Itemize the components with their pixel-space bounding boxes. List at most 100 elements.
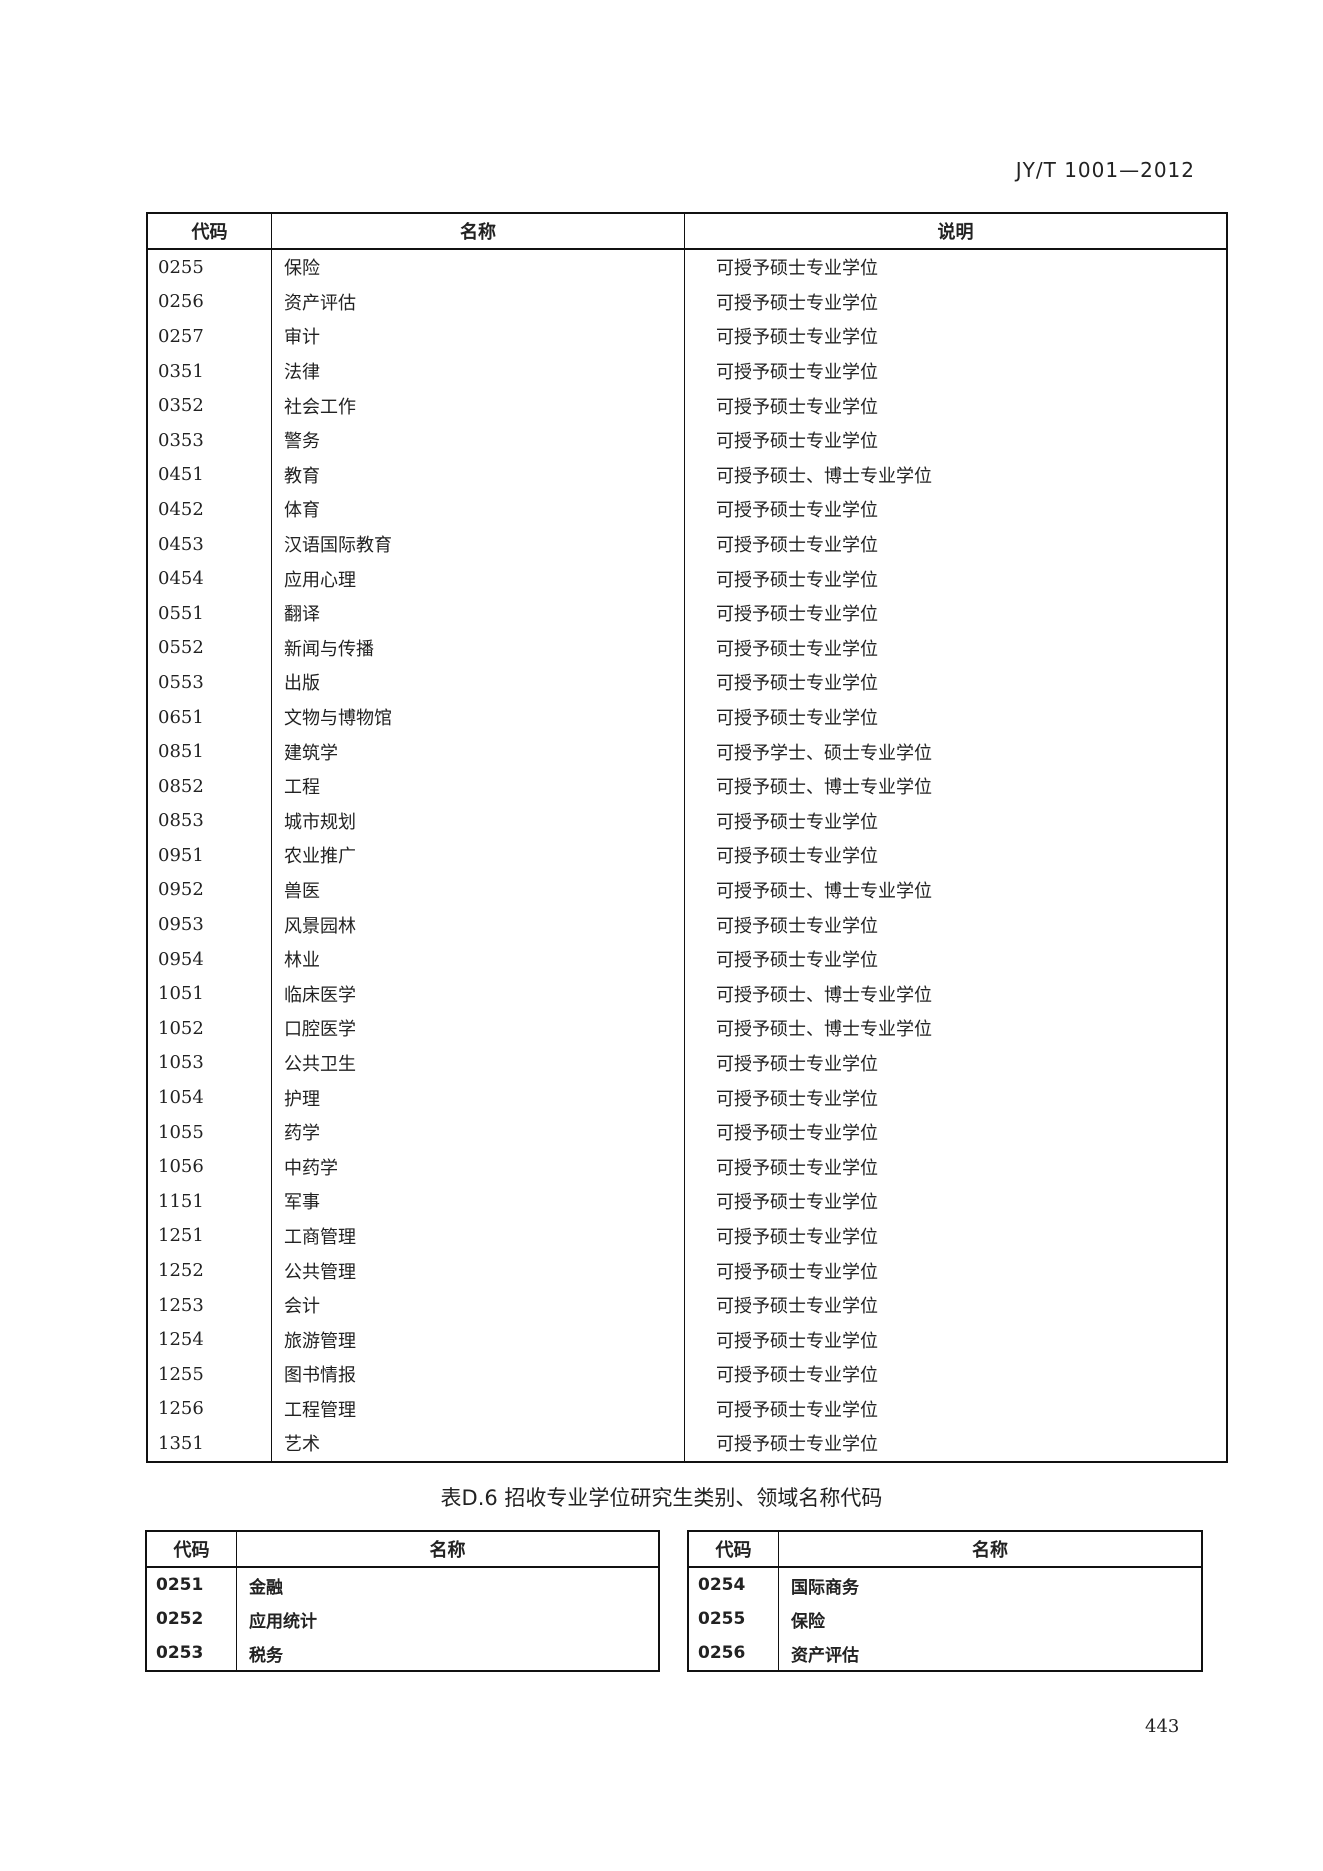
- cell-code: 1051: [146, 976, 272, 1012]
- cell-name: 军事: [271, 1184, 685, 1219]
- table-row: 1055 药学 可授予硕士专业学位: [146, 1114, 1227, 1150]
- cell-description: 可授予硕士专业学位: [684, 1114, 1227, 1150]
- cell-name: 城市规划: [271, 803, 685, 839]
- cell-name: 农业推广: [271, 838, 685, 873]
- table-row: 0255 保险: [687, 1602, 1202, 1636]
- cell-description: 可授予硕士专业学位: [684, 1218, 1227, 1254]
- cell-name: 体育: [271, 492, 685, 527]
- cell-code: 0254: [687, 1567, 779, 1602]
- table-row: 1351 艺术 可授予硕士专业学位: [146, 1426, 1227, 1462]
- cell-code: 0256: [146, 284, 272, 320]
- cell-description: 可授予硕士专业学位: [684, 907, 1227, 942]
- cell-description: 可授予硕士、博士专业学位: [684, 768, 1227, 804]
- cell-description: 可授予硕士专业学位: [684, 249, 1227, 285]
- table-row: 0252 应用统计: [145, 1602, 659, 1636]
- table-row: 1054 护理 可授予硕士专业学位: [146, 1080, 1227, 1115]
- cell-description: 可授予硕士专业学位: [684, 284, 1227, 320]
- cell-description: 可授予硕士专业学位: [684, 526, 1227, 562]
- table-row: 1255 图书情报 可授予硕士专业学位: [146, 1357, 1227, 1392]
- cell-description: 可授予硕士专业学位: [684, 595, 1227, 631]
- cell-code: 0452: [146, 492, 272, 527]
- cell-code: 0353: [146, 422, 272, 458]
- cell-name: 旅游管理: [271, 1322, 685, 1357]
- cell-description: 可授予硕士专业学位: [684, 422, 1227, 458]
- cell-description: 可授予硕士、博士专业学位: [684, 872, 1227, 908]
- column-header-name: 名称: [778, 1531, 1202, 1568]
- cell-code: 0257: [146, 319, 272, 354]
- cell-code: 1254: [146, 1322, 272, 1357]
- cell-name: 国际商务: [778, 1567, 1202, 1602]
- table-row: 0852 工程 可授予硕士、博士专业学位: [146, 768, 1227, 804]
- cell-description: 可授予硕士专业学位: [684, 492, 1227, 527]
- cell-name: 工程管理: [271, 1391, 685, 1427]
- cell-code: 1054: [146, 1080, 272, 1115]
- cell-code: 0255: [687, 1602, 779, 1636]
- table-row: 0551 翻译 可授予硕士专业学位: [146, 595, 1227, 631]
- table-row: 0953 风景园林 可授予硕士专业学位: [146, 907, 1227, 942]
- cell-description: 可授予硕士专业学位: [684, 1357, 1227, 1392]
- cell-description: 可授予学士、硕士专业学位: [684, 734, 1227, 769]
- cell-description: 可授予硕士专业学位: [684, 699, 1227, 735]
- table-row: 0452 体育 可授予硕士专业学位: [146, 492, 1227, 527]
- table-row: 1252 公共管理 可授予硕士专业学位: [146, 1253, 1227, 1288]
- cell-name: 新闻与传播: [271, 630, 685, 666]
- cell-name: 应用心理: [271, 561, 685, 596]
- cell-description: 可授予硕士专业学位: [684, 838, 1227, 873]
- cell-code: 1251: [146, 1218, 272, 1254]
- cell-name: 翻译: [271, 595, 685, 631]
- cell-description: 可授予硕士专业学位: [684, 1149, 1227, 1185]
- cell-description: 可授予硕士、博士专业学位: [684, 1011, 1227, 1046]
- cell-code: 0651: [146, 699, 272, 735]
- cell-code: 0553: [146, 665, 272, 700]
- cell-name: 中药学: [271, 1149, 685, 1185]
- cell-description: 可授予硕士专业学位: [684, 1253, 1227, 1288]
- cell-name: 临床医学: [271, 976, 685, 1012]
- cell-description: 可授予硕士、博士专业学位: [684, 976, 1227, 1012]
- table-row: 1052 口腔医学 可授予硕士、博士专业学位: [146, 1011, 1227, 1046]
- table-row: 0553 出版 可授予硕士专业学位: [146, 665, 1227, 700]
- cell-description: 可授予硕士专业学位: [684, 1045, 1227, 1081]
- table-row: 0353 警务 可授予硕士专业学位: [146, 422, 1227, 458]
- cell-code: 0451: [146, 457, 272, 493]
- table-row: 1056 中药学 可授予硕士专业学位: [146, 1149, 1227, 1185]
- cell-description: 可授予硕士专业学位: [684, 941, 1227, 977]
- table-row: 1254 旅游管理 可授予硕士专业学位: [146, 1322, 1227, 1357]
- cell-code: 0352: [146, 388, 272, 423]
- cell-name: 会计: [271, 1287, 685, 1323]
- cell-description: 可授予硕士专业学位: [684, 1322, 1227, 1357]
- table-caption: 表D.6 招收专业学位研究生类别、领域名称代码: [440, 1486, 883, 1510]
- cell-code: 1151: [146, 1184, 272, 1219]
- table-row: 1253 会计 可授予硕士专业学位: [146, 1287, 1227, 1323]
- cell-description: 可授予硕士专业学位: [684, 319, 1227, 354]
- table-row: 0256 资产评估 可授予硕士专业学位: [146, 284, 1227, 320]
- cell-code: 0951: [146, 838, 272, 873]
- cell-description: 可授予硕士专业学位: [684, 388, 1227, 423]
- table-row: 1051 临床医学 可授予硕士、博士专业学位: [146, 976, 1227, 1012]
- cell-description: 可授予硕士专业学位: [684, 1184, 1227, 1219]
- table-row: 0257 审计 可授予硕士专业学位: [146, 319, 1227, 354]
- cell-name: 护理: [271, 1080, 685, 1115]
- cell-name: 资产评估: [271, 284, 685, 320]
- cell-name: 金融: [236, 1567, 659, 1602]
- cell-name: 应用统计: [236, 1602, 659, 1636]
- cell-code: 0253: [145, 1636, 237, 1671]
- cell-name: 工程: [271, 768, 685, 804]
- table-row: 0451 教育 可授予硕士、博士专业学位: [146, 457, 1227, 493]
- cell-name: 工商管理: [271, 1218, 685, 1254]
- cell-description: 可授予硕士专业学位: [684, 630, 1227, 666]
- table-row: 0352 社会工作 可授予硕士专业学位: [146, 388, 1227, 423]
- cell-code: 0454: [146, 561, 272, 596]
- table-row: 0651 文物与博物馆 可授予硕士专业学位: [146, 699, 1227, 735]
- table-header-row: 代码 名称: [145, 1531, 659, 1568]
- cell-description: 可授予硕士专业学位: [684, 561, 1227, 596]
- table-row: 0954 林业 可授予硕士专业学位: [146, 941, 1227, 977]
- cell-code: 1256: [146, 1391, 272, 1427]
- cell-name: 林业: [271, 941, 685, 977]
- d6-right-table: 代码 名称 0254 国际商务 0255 保险 0256 资产评估: [687, 1530, 1203, 1672]
- cell-name: 汉语国际教育: [271, 526, 685, 562]
- cell-name: 保险: [778, 1602, 1202, 1636]
- table-header-row: 代码 名称 说明: [146, 213, 1227, 250]
- cell-name: 艺术: [271, 1426, 685, 1462]
- cell-description: 可授予硕士专业学位: [684, 665, 1227, 700]
- cell-code: 0552: [146, 630, 272, 666]
